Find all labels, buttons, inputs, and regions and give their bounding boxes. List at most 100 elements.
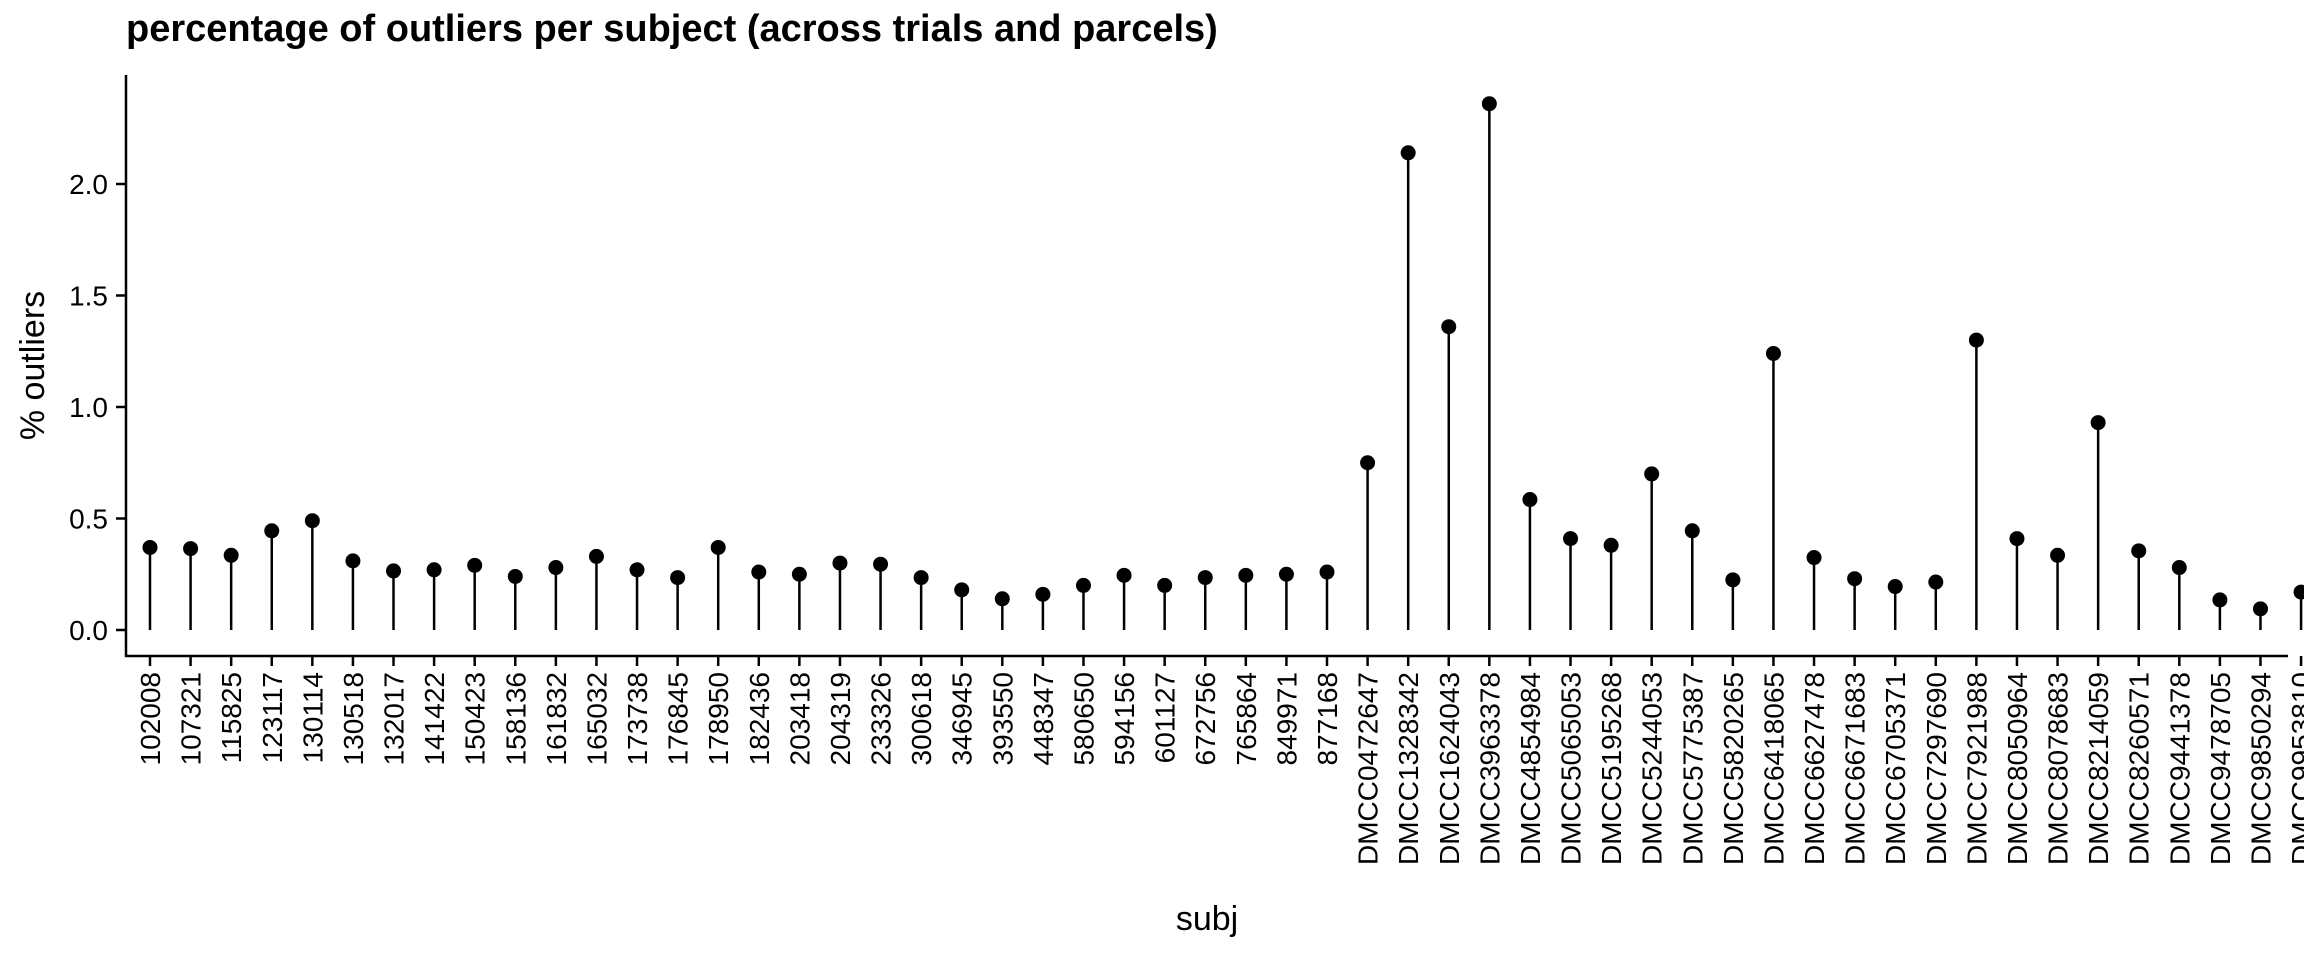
x-axis: 102008 107321 115825 123117 130114 130518 1320… (135, 656, 2304, 865)
x-tick-label: DMCC6671683 (1840, 672, 1871, 865)
x-tick-label: DMCC9441378 (2164, 672, 2195, 865)
lollipop-point (1481, 96, 1497, 112)
x-tick-label: DMCC1624043 (1434, 672, 1465, 865)
x-tick-label: 765864 (1231, 672, 1262, 765)
x-tick-label: DMCC4854984 (1515, 672, 1546, 865)
x-tick-label: DMCC6418065 (1758, 672, 1789, 865)
lollipop-point (873, 556, 889, 572)
chart-marks (142, 96, 2304, 630)
x-tick-label: DMCC5244053 (1637, 672, 1668, 865)
x-tick-label: 233326 (866, 672, 897, 765)
lollipop-point (1644, 466, 1660, 482)
lollipop-point (710, 539, 726, 555)
x-tick-label: 115825 (216, 672, 247, 763)
x-tick-label: DMCC9478705 (2205, 672, 2236, 865)
x-tick-label: DMCC1328342 (1393, 672, 1424, 865)
lollipop-point (426, 562, 442, 578)
lollipop-point (2212, 592, 2228, 608)
x-tick-label: DMCC8078683 (2043, 672, 2074, 865)
x-tick-label: 130518 (338, 672, 369, 765)
x-tick-label: 165032 (581, 672, 612, 765)
x-tick-label: 123117 (257, 672, 288, 763)
lollipop-point (1400, 145, 1416, 161)
lollipop-point (264, 523, 280, 539)
lollipop-point (994, 591, 1010, 607)
x-tick-label: 346945 (947, 672, 978, 765)
x-tick-label: 300618 (906, 672, 937, 765)
lollipop-point (1603, 537, 1619, 553)
lollipop-point (913, 570, 929, 586)
lollipop-point (2050, 547, 2066, 563)
chart-title: percentage of outliers per subject (acro… (126, 8, 1218, 50)
x-tick-label: DMCC5195268 (1596, 672, 1627, 865)
lollipop-point (1847, 571, 1863, 587)
lollipop-point (1157, 577, 1173, 593)
x-tick-label: DMCC3963378 (1474, 672, 1505, 865)
lollipop-point (467, 557, 483, 573)
x-tick-label: DMCC8260571 (2124, 672, 2155, 865)
x-tick-label: DMCC6705371 (1880, 672, 1911, 865)
x-tick-label: 150423 (460, 672, 491, 765)
lollipop-point (1238, 567, 1254, 583)
x-tick-label: 203418 (784, 672, 815, 765)
y-tick-label: 0.5 (69, 504, 108, 535)
y-tick-label: 1.5 (69, 281, 108, 312)
x-tick-label: 178950 (703, 672, 734, 765)
x-tick-label: DMCC0472647 (1353, 672, 1384, 865)
lollipop-point (2009, 531, 2025, 547)
lollipop-point (791, 566, 807, 582)
y-tick-label: 0.0 (69, 615, 108, 646)
lollipop-point (2252, 601, 2268, 617)
x-tick-label: 102008 (135, 672, 166, 765)
lollipop-point (1441, 319, 1457, 335)
lollipop-point (1928, 574, 1944, 590)
lollipop-point (304, 513, 320, 529)
x-tick-label: DMCC8050964 (2002, 672, 2033, 865)
lollipop-point (1197, 570, 1213, 586)
lollipop-point (1765, 345, 1781, 361)
lollipop-point (832, 555, 848, 571)
x-tick-label: 141422 (419, 672, 450, 765)
lollipop-point (629, 562, 645, 578)
y-axis: 0.0 0.5 1.0 1.5 2.0 (69, 169, 126, 646)
lollipop-point (223, 547, 239, 563)
lollipop-point (548, 560, 564, 576)
lollipop-point (1806, 550, 1822, 566)
x-tick-label: 132017 (379, 672, 410, 765)
x-tick-label: 580650 (1068, 672, 1099, 765)
lollipop-point (1075, 577, 1091, 593)
x-tick-label: 107321 (176, 672, 207, 765)
x-tick-label: 594156 (1109, 672, 1140, 765)
x-tick-label: 877168 (1312, 672, 1343, 765)
lollipop-point (1360, 455, 1376, 471)
lollipop-point (507, 568, 523, 584)
lollipop-point (142, 539, 158, 555)
x-tick-label: 158136 (500, 672, 531, 765)
lollipop-point (2171, 560, 2187, 576)
lollipop-point (1522, 492, 1538, 508)
lollipop-point (386, 563, 402, 579)
lollipop-point (954, 582, 970, 598)
y-tick-label: 1.0 (69, 392, 108, 423)
x-tick-label: DMCC7297690 (1921, 672, 1952, 865)
x-tick-label: DMCC5820265 (1718, 672, 1749, 865)
y-tick-label: 2.0 (69, 169, 108, 200)
lollipop-point (1035, 586, 1051, 602)
y-axis-title: % outliers (14, 291, 52, 440)
lollipop-point (2131, 543, 2147, 559)
lollipop-point (588, 548, 604, 564)
x-tick-label: 173738 (622, 672, 653, 765)
x-tick-label: DMCC6627478 (1799, 672, 1830, 865)
x-tick-label: 672756 (1190, 672, 1221, 765)
lollipop-point (2293, 584, 2304, 600)
lollipop-point (1278, 566, 1294, 582)
x-tick-label: 393550 (987, 672, 1018, 765)
lollipop-point (1116, 567, 1132, 583)
lollipop-point (183, 541, 199, 557)
x-tick-label: 601127 (1150, 672, 1181, 763)
x-tick-label: 448347 (1028, 672, 1059, 765)
x-tick-label: DMCC5065053 (1556, 672, 1587, 865)
x-tick-label: DMCC5775387 (1677, 672, 1708, 865)
lollipop-point (1319, 564, 1335, 580)
